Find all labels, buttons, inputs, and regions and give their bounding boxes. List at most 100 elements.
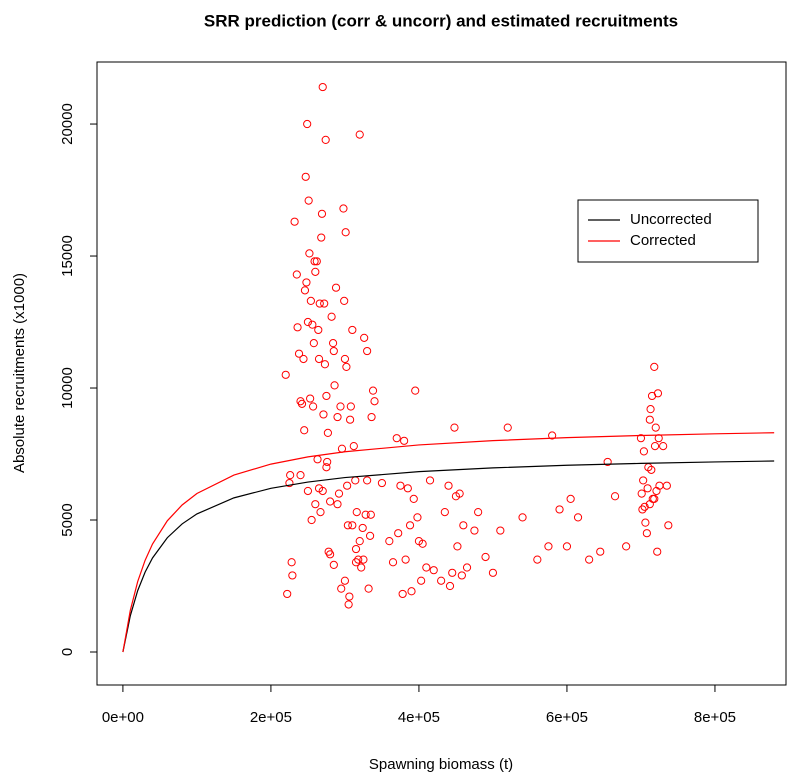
point — [314, 325, 323, 335]
point — [301, 172, 310, 181]
point — [327, 312, 336, 321]
point — [285, 478, 294, 488]
point — [385, 537, 394, 546]
point — [533, 555, 542, 564]
point — [337, 584, 346, 593]
point — [368, 386, 378, 395]
x-tick-label: 0e+00 — [102, 709, 144, 726]
point — [287, 558, 296, 567]
point — [370, 397, 379, 406]
point — [364, 584, 373, 593]
point — [470, 526, 479, 535]
point — [303, 486, 313, 496]
point — [363, 346, 372, 356]
point — [503, 423, 512, 432]
point — [351, 544, 361, 554]
legend-label: Uncorrected — [630, 211, 712, 228]
point — [488, 568, 498, 577]
point — [334, 489, 344, 498]
point — [343, 481, 352, 490]
point — [450, 423, 459, 432]
point — [321, 135, 330, 144]
x-tick-label: 8e+05 — [694, 709, 736, 726]
point — [642, 529, 651, 538]
point — [496, 526, 505, 535]
point — [314, 354, 324, 364]
point — [646, 405, 655, 414]
point — [294, 349, 304, 358]
point — [418, 539, 427, 548]
point — [396, 481, 405, 490]
point — [330, 381, 339, 390]
point — [653, 389, 663, 398]
point — [340, 296, 349, 306]
point — [351, 476, 360, 485]
point — [365, 531, 375, 540]
point — [311, 500, 320, 509]
point — [413, 513, 422, 522]
y-tick-label: 5000 — [59, 503, 76, 536]
point — [331, 283, 341, 292]
point — [318, 486, 327, 496]
point — [344, 600, 353, 609]
point — [352, 507, 361, 517]
x-tick-label: 6e+05 — [546, 709, 588, 726]
point — [548, 431, 557, 440]
point — [309, 339, 318, 348]
point — [329, 346, 338, 356]
point — [585, 555, 594, 564]
point — [308, 320, 317, 329]
point — [328, 339, 338, 348]
point — [445, 581, 455, 591]
point — [323, 457, 332, 467]
point — [641, 518, 650, 527]
x-axis-title: Spawning biomass (t) — [369, 756, 513, 773]
point — [659, 441, 668, 451]
point — [603, 457, 612, 467]
point — [342, 362, 351, 372]
point — [455, 489, 464, 498]
point — [481, 552, 490, 562]
srr-line — [122, 432, 775, 653]
point — [388, 558, 398, 567]
point — [411, 386, 420, 395]
point — [610, 492, 620, 501]
point — [302, 278, 311, 287]
point — [518, 513, 527, 522]
point — [304, 196, 313, 205]
point — [346, 415, 355, 424]
point — [300, 426, 309, 435]
point — [400, 436, 409, 445]
point — [409, 494, 418, 503]
point — [340, 576, 350, 585]
point — [358, 523, 367, 533]
point — [555, 505, 564, 514]
plot-frame — [96, 61, 787, 686]
point — [313, 455, 322, 464]
point — [355, 537, 364, 546]
x-tick-label: 2e+05 — [250, 709, 292, 726]
point — [286, 471, 295, 480]
point — [341, 228, 350, 237]
point — [363, 476, 372, 485]
point — [317, 233, 326, 242]
y-tick-label: 0 — [59, 648, 76, 656]
point — [643, 484, 652, 493]
point — [288, 571, 297, 580]
y-tick-label: 20000 — [59, 103, 76, 145]
point — [307, 515, 316, 525]
point — [323, 428, 333, 437]
point — [329, 560, 338, 569]
srr-line — [122, 460, 775, 653]
point — [664, 521, 673, 530]
point — [622, 542, 631, 551]
point — [448, 568, 457, 577]
point — [322, 463, 331, 472]
point — [596, 547, 605, 556]
point — [318, 82, 327, 92]
point — [320, 299, 329, 308]
point — [662, 481, 671, 490]
point — [392, 434, 401, 443]
point — [444, 481, 453, 490]
point — [354, 555, 363, 564]
